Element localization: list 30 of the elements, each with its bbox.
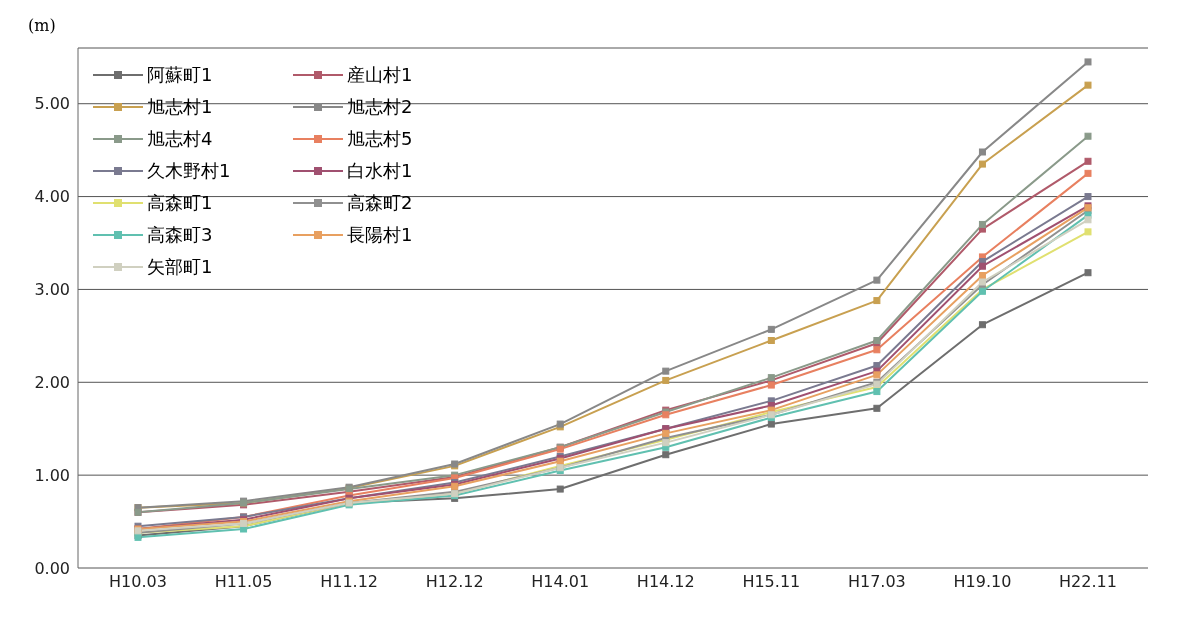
legend-label: 久木野村1: [147, 159, 231, 183]
legend-label: 産山村1: [347, 63, 413, 87]
legend-label: 白水村1: [347, 159, 413, 183]
legend-label: 旭志村4: [147, 127, 213, 151]
legend-label: 矢部町1: [147, 255, 213, 279]
legend-label: 阿蘇町1: [147, 63, 213, 87]
x-tick-label: H15.11: [742, 572, 801, 592]
x-tick-label: H11.05: [214, 572, 273, 592]
x-tick-label: H14.01: [531, 572, 590, 592]
legend-label: 旭志村1: [147, 95, 213, 119]
legend-label: 旭志村5: [347, 127, 413, 151]
x-tick-label: H22.11: [1059, 572, 1117, 592]
x-tick-label: H10.03: [109, 572, 167, 592]
y-tick-label: 2.00: [34, 372, 70, 392]
x-tick-label: H12.12: [425, 572, 484, 592]
x-tick-label: H14.12: [636, 572, 695, 592]
y-tick-label: 5.00: [34, 94, 70, 114]
y-tick-label: 4.00: [34, 187, 70, 207]
legend-label: 長陽村1: [347, 223, 413, 247]
x-tick-label: H19.10: [953, 572, 1012, 592]
legend-label: 高森町2: [347, 191, 413, 215]
legend-label: 高森町3: [147, 223, 213, 247]
legend-label: 高森町1: [147, 191, 213, 215]
x-tick-label: H11.12: [320, 572, 379, 592]
x-tick-label: H17.03: [847, 572, 906, 592]
y-tick-label: 1.00: [34, 465, 70, 485]
y-tick-label: 0.00: [34, 558, 70, 578]
legend-label: 旭志村2: [347, 95, 413, 119]
y-axis-title: (m): [28, 16, 56, 35]
y-tick-label: 3.00: [34, 280, 70, 300]
